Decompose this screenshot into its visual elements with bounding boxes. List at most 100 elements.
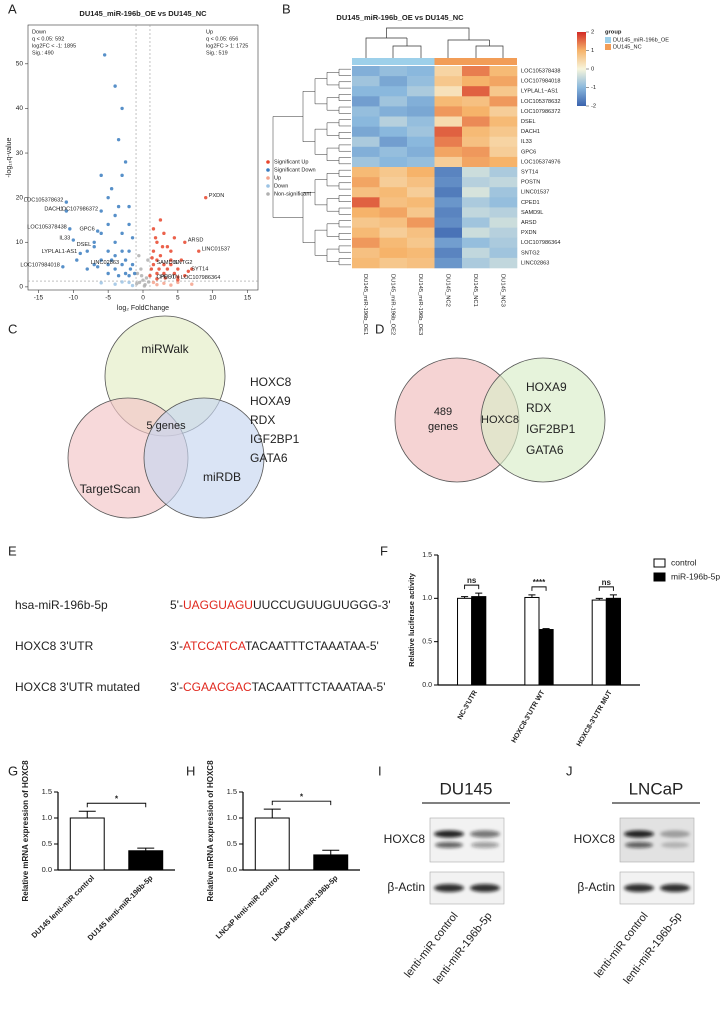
heat-cell [462, 257, 490, 269]
gene-label: LYPLAL1-AS1 [42, 249, 78, 255]
bar [538, 629, 554, 686]
gene-name: RDX [250, 413, 275, 427]
heat-cell [434, 126, 463, 137]
set-label: miRWalk [141, 342, 189, 356]
point [151, 227, 156, 231]
band [624, 830, 654, 838]
annotation: q < 0.05: 656 [206, 36, 238, 42]
heat-cell [352, 126, 380, 137]
point [149, 267, 154, 271]
colorbar-label: -2 [591, 104, 596, 110]
blot-title: LNCaP [629, 779, 684, 798]
heat-cell [434, 106, 463, 117]
error-bar [263, 808, 281, 818]
point [127, 280, 131, 285]
heat-cell [407, 156, 435, 168]
heat-cell [352, 257, 380, 269]
heat-cell [352, 237, 380, 249]
point [165, 267, 170, 271]
set-count: 489 [434, 406, 452, 418]
point [99, 173, 103, 178]
heat-cell [379, 86, 408, 97]
band [435, 842, 463, 848]
point [68, 227, 72, 231]
heat-cell [407, 247, 435, 259]
point [155, 258, 159, 262]
x-tick-label: NC-3'UTR [457, 689, 479, 721]
point [139, 274, 144, 278]
panel-label: F [380, 543, 388, 558]
heat-cell [462, 66, 490, 77]
legend-label: Significant Down [274, 167, 316, 173]
gene-label: SAMD9L [156, 260, 178, 266]
gene-label: GPC6 [79, 227, 94, 233]
band [660, 884, 690, 892]
point [106, 262, 110, 267]
gene-name: HOXA9 [250, 394, 291, 408]
heat-cell [462, 217, 490, 228]
point [179, 258, 184, 262]
point [135, 282, 139, 286]
heat-cell [489, 187, 518, 198]
gene-label: LINC01537 [202, 247, 230, 253]
bar [457, 597, 473, 686]
heat-cell [462, 247, 490, 259]
heat-cell [379, 96, 408, 107]
panel-label: I [378, 763, 382, 778]
y-tick-label: 0.5 [227, 839, 237, 848]
point [127, 222, 131, 227]
point [186, 269, 191, 273]
error-bar [609, 594, 617, 599]
heat-cell [434, 146, 463, 158]
colorbar-label: 0 [591, 67, 594, 73]
heat-cell [352, 106, 380, 117]
x-tick-label: -15 [34, 295, 44, 302]
significance-bracket [598, 586, 614, 591]
point [151, 262, 156, 267]
heat-cell [352, 217, 380, 228]
heat-cell [407, 86, 435, 97]
legend-marker [266, 168, 270, 172]
legend-marker [266, 176, 270, 180]
heat-cell [434, 197, 463, 208]
point [127, 274, 131, 278]
significance-label: * [300, 791, 304, 801]
column-dendrogram [365, 27, 504, 58]
heat-cell [379, 227, 408, 238]
gene-label: DACH1 [44, 207, 63, 213]
error-bar [542, 628, 550, 630]
venn-circle [143, 397, 265, 519]
y-tick-label: 50 [16, 61, 24, 68]
overlap-label: HOXC8 [481, 414, 519, 426]
point [176, 278, 180, 282]
row-label: POSTN [521, 180, 540, 186]
heat-cell [462, 106, 490, 117]
y-tick-label: 1.5 [42, 787, 52, 796]
error-bar [595, 597, 603, 601]
point [116, 204, 121, 209]
point [106, 249, 110, 253]
y-tick-label: 0.5 [422, 639, 432, 646]
point [165, 245, 170, 249]
set-label: miRDB [203, 470, 241, 484]
heat-cell [407, 146, 435, 158]
heat-cell [462, 76, 490, 87]
heat-cell [407, 96, 435, 107]
point [113, 213, 117, 218]
point [150, 256, 154, 260]
heat-cell [462, 207, 490, 218]
heat-cell [407, 217, 435, 228]
sequence-name: HOXC8 3'UTR mutated [15, 680, 140, 694]
significance-bracket [531, 586, 547, 591]
heat-cell [434, 207, 463, 218]
annotation: Down [32, 29, 46, 35]
point [99, 281, 103, 285]
heat-cell [462, 116, 490, 127]
x-tick-label: 15 [244, 295, 252, 302]
heat-cell [489, 66, 518, 77]
band-label: β-Actin [577, 880, 615, 894]
heat-cell [407, 66, 435, 77]
point [151, 280, 156, 285]
row-label: LOC105378632 [521, 99, 561, 105]
heat-cell [489, 136, 518, 148]
